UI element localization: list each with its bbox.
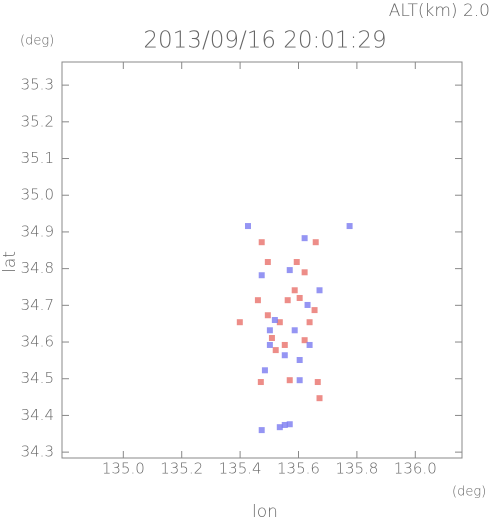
point <box>264 259 271 266</box>
point <box>281 341 288 348</box>
y-tick-label: 35.3 <box>21 76 54 94</box>
y-axis-label: lat <box>0 251 20 273</box>
y-tick-label: 35.1 <box>21 149 54 167</box>
point <box>306 341 313 348</box>
point <box>281 352 288 359</box>
point <box>304 301 311 308</box>
point <box>316 287 323 294</box>
point <box>257 379 264 386</box>
point <box>293 259 300 266</box>
point <box>236 319 243 326</box>
point <box>291 287 298 294</box>
x-tick-label: 135.4 <box>219 460 262 478</box>
x-axis-label: lon <box>252 502 278 521</box>
point <box>271 317 278 324</box>
y-tick-label: 34.6 <box>21 333 54 351</box>
point <box>244 223 251 230</box>
point <box>258 427 265 434</box>
point <box>291 327 298 334</box>
point <box>286 421 293 428</box>
point <box>301 235 308 242</box>
point <box>261 367 268 374</box>
y-tick-label: 34.7 <box>21 296 54 314</box>
point <box>346 223 353 230</box>
point <box>264 312 271 319</box>
x-tick-label: 135.8 <box>335 460 378 478</box>
y-tick-label: 34.4 <box>21 406 54 424</box>
y-tick-label: 34.8 <box>21 259 54 277</box>
point <box>286 377 293 384</box>
point <box>266 327 273 334</box>
x-tick-label: 135.0 <box>102 460 145 478</box>
point <box>296 294 303 301</box>
y-unit: (deg) <box>20 34 54 49</box>
point <box>266 341 273 348</box>
point <box>268 334 275 341</box>
point <box>286 267 293 274</box>
x-unit: (deg) <box>452 485 486 500</box>
x-tick-label: 135.2 <box>160 460 203 478</box>
y-tick-label: 34.5 <box>21 369 54 387</box>
plot-frame <box>61 61 463 459</box>
chart-title: 2013/09/16 20:01:29 <box>143 28 386 54</box>
y-tick-label: 34.9 <box>21 222 54 240</box>
point <box>301 337 308 344</box>
point <box>276 319 283 326</box>
point <box>312 239 319 246</box>
point <box>301 269 308 276</box>
point <box>276 424 283 431</box>
point <box>254 297 261 304</box>
point <box>296 357 303 364</box>
point <box>272 347 279 354</box>
y-tick-label: 35.2 <box>21 112 54 130</box>
point <box>281 421 288 428</box>
point <box>314 379 321 386</box>
y-tick-label: 34.3 <box>21 443 54 461</box>
point <box>284 297 291 304</box>
point <box>311 307 318 314</box>
point <box>316 395 323 402</box>
x-tick-label: 136.0 <box>394 460 437 478</box>
point <box>306 319 313 326</box>
x-tick-label: 135.6 <box>277 460 320 478</box>
y-tick-label: 35.0 <box>21 186 54 204</box>
point <box>258 272 265 279</box>
point <box>296 377 303 384</box>
altitude-label: ALT(km) 2.0 <box>389 1 490 21</box>
point <box>258 239 265 246</box>
